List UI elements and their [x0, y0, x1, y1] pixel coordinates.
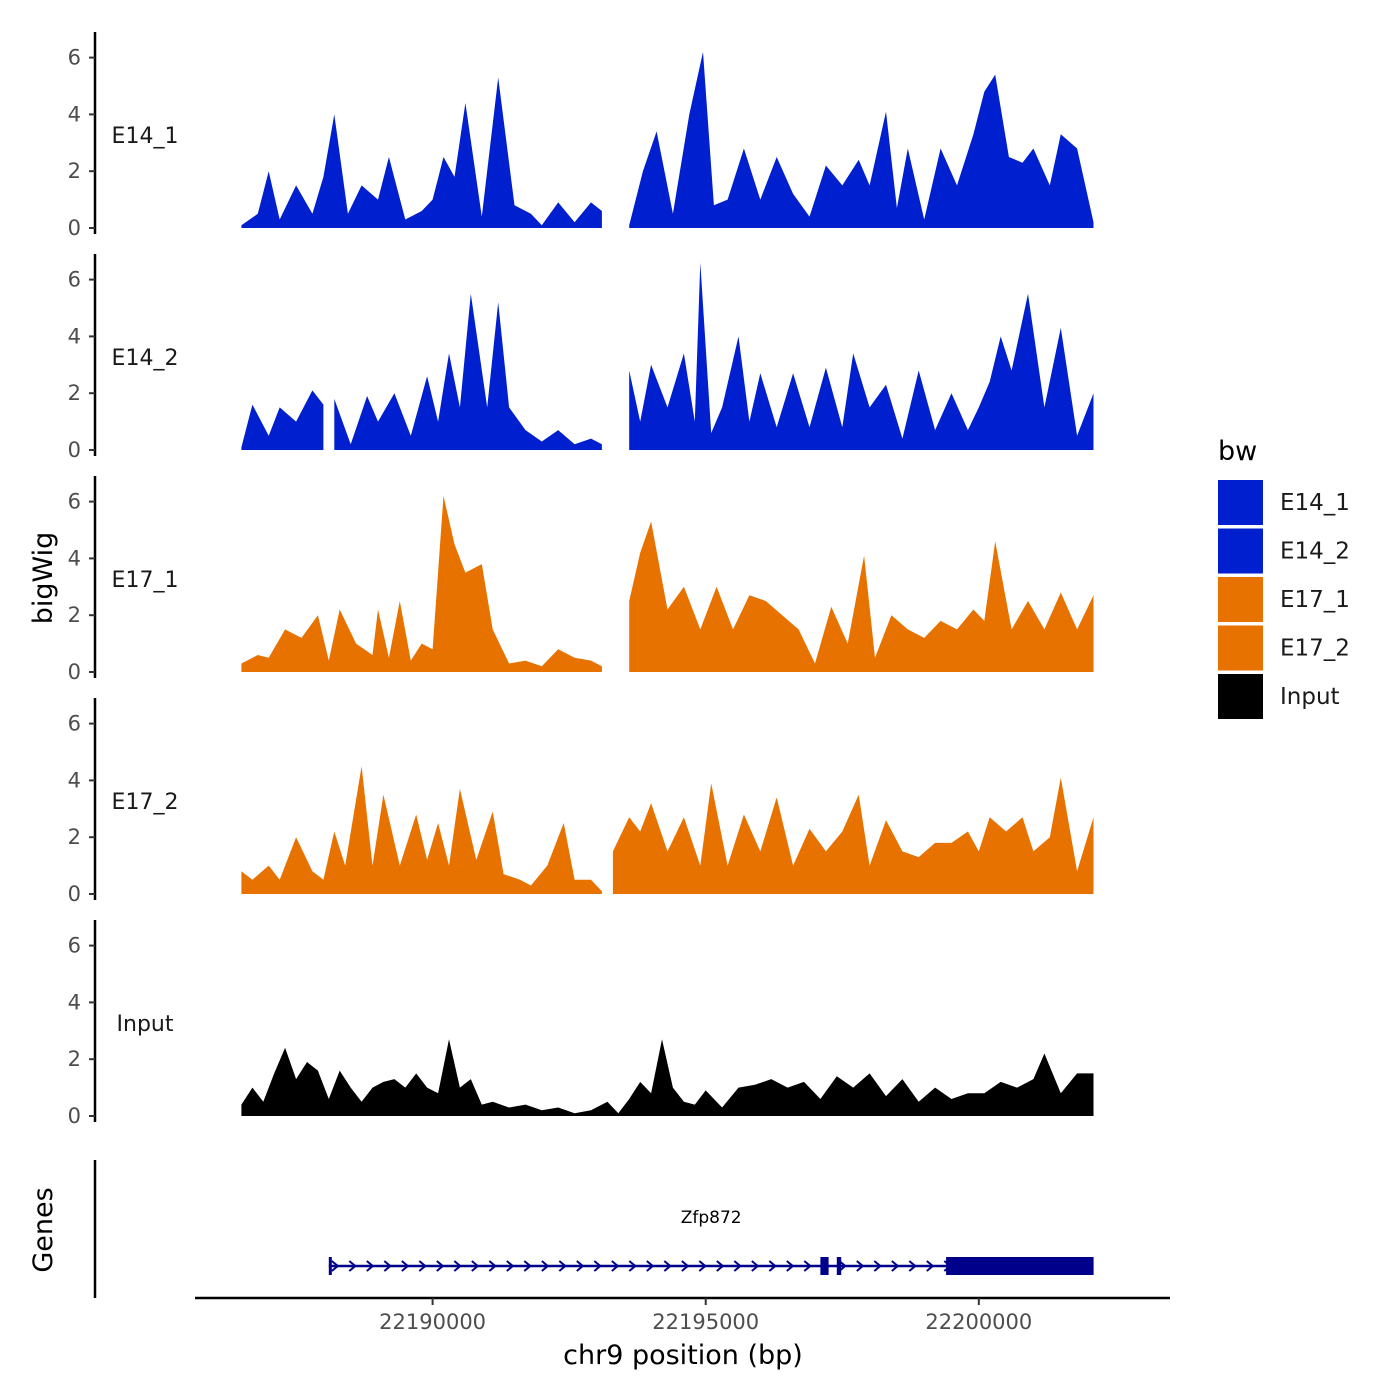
strand-arrow	[628, 1260, 637, 1272]
y-tick-label-E17_1-4: 4	[68, 546, 81, 570]
track-E14_2: 0 2 4 6 E14_2	[68, 254, 1094, 462]
gene-label: Zfp872	[681, 1208, 742, 1228]
strand-arrow	[471, 1260, 480, 1272]
gene-exon-1	[328, 1257, 332, 1275]
y-tick-label-Input-2: 2	[68, 1047, 81, 1071]
legend-label-E17_1: E17_1	[1280, 587, 1350, 613]
area-Input	[241, 1039, 1094, 1116]
area-E14_2	[241, 262, 1094, 450]
strand-arrow	[926, 1260, 935, 1272]
x-tick-label-22190000: 22190000	[379, 1310, 486, 1334]
x-tick-label-22200000: 22200000	[925, 1310, 1032, 1334]
strand-arrow	[751, 1260, 760, 1272]
y-tick-label-E17_2-0: 0	[68, 882, 81, 906]
genes-panel: Zfp872	[93, 1160, 1094, 1298]
legend-key-E17_1	[1218, 577, 1263, 622]
strand-arrow	[453, 1260, 462, 1272]
x-tick-label-22195000: 22195000	[652, 1310, 759, 1334]
track-label-E17_1: E17_1	[112, 568, 179, 593]
legend-title: bw	[1218, 436, 1257, 467]
track-E17_1: 0 2 4 6 E17_1	[68, 476, 1094, 684]
strand-arrow	[646, 1260, 655, 1272]
legend: bw E14_1 E14_2 E17_1 E17_2 Input	[1218, 436, 1350, 719]
strand-arrow	[698, 1260, 707, 1272]
gene-Zfp872: Zfp872	[328, 1208, 1094, 1275]
area-E17_1	[241, 495, 1094, 672]
strand-arrow	[611, 1260, 620, 1272]
track-E14_1: 0 2 4 6 E14_1	[68, 32, 1094, 240]
y-tick-label-E14_2-0: 0	[68, 438, 81, 462]
strand-arrow	[768, 1260, 777, 1272]
y-tick-label-E17_2-2: 2	[68, 825, 81, 849]
strand-arrow	[786, 1260, 795, 1272]
x-axis: 22190000 22195000 22200000	[195, 1296, 1170, 1334]
y-tick-label-E14_1-6: 6	[68, 46, 81, 70]
strand-arrow	[908, 1260, 917, 1272]
track-label-E14_1: E14_1	[112, 124, 179, 149]
legend-key-E14_1	[1218, 480, 1263, 525]
track-label-E14_2: E14_2	[112, 346, 179, 371]
strand-arrow	[558, 1260, 567, 1272]
strand-arrow	[593, 1260, 602, 1272]
legend-label-Input: Input	[1280, 684, 1340, 710]
track-E17_2: 0 2 4 6 E17_2	[68, 698, 1094, 906]
strand-arrow	[436, 1260, 445, 1272]
strand-arrow	[856, 1260, 865, 1272]
strand-arrow	[366, 1260, 375, 1272]
y-tick-label-E14_2-6: 6	[68, 268, 81, 292]
area-E14_1	[241, 51, 1094, 229]
strand-arrow	[523, 1260, 532, 1272]
legend-label-E17_2: E17_2	[1280, 636, 1350, 662]
signal-tracks: 0 2 4 6 E14_1 0 2 4 6 E14_2 0 2 4 6 E17_1 0 2 4 6 E17_2 0 2 4 6…	[68, 32, 1094, 1128]
y-tick-label-E14_1-0: 0	[68, 216, 81, 240]
strand-arrow	[803, 1260, 812, 1272]
y-tick-label-E14_1-2: 2	[68, 159, 81, 183]
gene-exon-2	[820, 1257, 829, 1275]
strand-arrow	[733, 1260, 742, 1272]
y-tick-label-E14_2-2: 2	[68, 381, 81, 405]
strand-arrow	[891, 1260, 900, 1272]
y-tick-label-Input-6: 6	[68, 934, 81, 958]
y-tick-label-Input-4: 4	[68, 990, 81, 1014]
legend-key-E14_2	[1218, 528, 1263, 574]
track-label-Input: Input	[117, 1012, 174, 1037]
y-tick-label-E17_1-2: 2	[68, 603, 81, 627]
y-tick-label-E17_2-4: 4	[68, 768, 81, 792]
strand-arrow	[838, 1260, 847, 1272]
strand-arrow	[401, 1260, 410, 1272]
strand-arrow	[488, 1260, 497, 1272]
strand-arrow	[681, 1260, 690, 1272]
gene-exon-3	[836, 1257, 842, 1275]
y-tick-label-E14_2-4: 4	[68, 324, 81, 348]
strand-arrow	[576, 1260, 585, 1272]
strand-arrow	[418, 1260, 427, 1272]
strand-arrow	[383, 1260, 392, 1272]
x-axis-title: chr9 position (bp)	[563, 1340, 803, 1371]
strand-arrow	[716, 1260, 725, 1272]
y-tick-label-E17_1-0: 0	[68, 660, 81, 684]
y-axis-title: bigWig	[28, 532, 59, 625]
track-label-E17_2: E17_2	[112, 790, 179, 815]
area-E17_2	[241, 766, 1094, 894]
strand-arrow	[348, 1260, 357, 1272]
track-Input: 0 2 4 6 Input	[68, 920, 1094, 1128]
legend-label-E14_2: E14_2	[1280, 539, 1350, 565]
strand-arrow	[506, 1260, 515, 1272]
y-tick-label-Input-0: 0	[68, 1104, 81, 1128]
legend-label-E14_1: E14_1	[1280, 490, 1350, 516]
y-tick-label-E17_2-6: 6	[68, 712, 81, 736]
legend-key-E17_2	[1218, 625, 1263, 671]
strand-arrow	[873, 1260, 882, 1272]
strand-arrow	[331, 1260, 340, 1272]
y-tick-label-E14_1-4: 4	[68, 102, 81, 126]
genes-axis-title: Genes	[28, 1187, 59, 1272]
y-tick-label-E17_1-6: 6	[68, 490, 81, 514]
gene-exon-4	[946, 1257, 1094, 1275]
strand-arrow	[663, 1260, 672, 1272]
strand-arrow	[541, 1260, 550, 1272]
legend-key-Input	[1218, 674, 1263, 719]
